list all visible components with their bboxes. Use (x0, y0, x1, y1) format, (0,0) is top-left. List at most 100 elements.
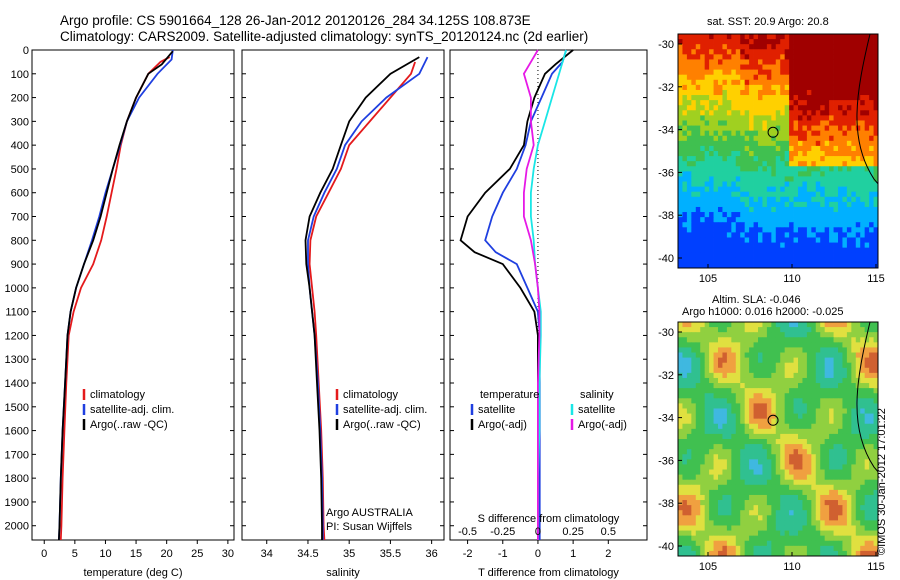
map-cell (838, 510, 843, 516)
map-cell (798, 484, 803, 491)
map-cell (855, 494, 861, 501)
map-cell (771, 242, 777, 249)
map-cell (829, 377, 834, 384)
map-cell (789, 433, 794, 440)
map-cell (771, 489, 777, 496)
map-cell (842, 120, 848, 126)
map-cell (842, 196, 848, 203)
map-cell (780, 428, 786, 435)
map-cell (718, 145, 723, 152)
map-cell (851, 227, 857, 233)
map-cell (815, 545, 821, 552)
map-cell (722, 140, 728, 147)
map-cell (753, 444, 759, 450)
map-cell (873, 54, 879, 60)
map-cell (704, 59, 710, 65)
map-cell (869, 79, 874, 86)
map-cell (762, 196, 768, 203)
map-cell (855, 140, 861, 147)
map-cell (838, 125, 843, 132)
map-cell (780, 64, 786, 71)
map-cell (709, 515, 714, 521)
map-cell (678, 494, 683, 501)
map-cell (744, 535, 750, 542)
map-cell (846, 337, 852, 343)
map-cell (678, 145, 683, 152)
map-cell (758, 171, 763, 177)
map-cell (846, 393, 852, 399)
map-cell (846, 145, 852, 152)
map-cell (780, 145, 786, 152)
map-cell (753, 120, 759, 126)
map-cell (820, 352, 826, 359)
map-cell (686, 206, 692, 213)
map-cell (726, 535, 732, 542)
map-cell (780, 242, 786, 249)
map-cell (842, 232, 848, 238)
map-cell (829, 140, 834, 147)
legend-label: satellite (578, 404, 615, 416)
map-cell (824, 242, 830, 249)
map-cell (704, 372, 710, 379)
map-cell (851, 545, 857, 552)
map-cell (824, 212, 830, 218)
map-cell (864, 54, 870, 60)
map-cell (855, 403, 861, 409)
map-cell (718, 181, 723, 188)
map-cell (678, 540, 683, 547)
map-cell (864, 474, 870, 481)
map-cell (864, 222, 870, 228)
map-cell (869, 377, 874, 384)
map-cell (846, 89, 852, 96)
map-cell (829, 59, 834, 65)
map-cell (851, 140, 857, 147)
map-cell (815, 550, 821, 557)
map-cell (860, 449, 866, 455)
map-cell (829, 89, 834, 96)
map-cell (718, 222, 723, 228)
map-cell (700, 217, 706, 223)
map-cell (873, 459, 879, 465)
map-cell (740, 510, 746, 516)
map-cell (838, 34, 843, 40)
map-cell (824, 201, 830, 208)
map-cell (758, 135, 763, 142)
map-cell (753, 367, 759, 374)
map-cell (829, 64, 834, 71)
map-cell (691, 115, 697, 121)
map-cell (846, 357, 852, 364)
map-cell (695, 377, 701, 384)
map-cell (798, 393, 803, 399)
map-cell (735, 79, 741, 86)
map-cell (722, 479, 728, 486)
map-cell (758, 525, 763, 531)
map-cell (846, 479, 852, 486)
map-cell (740, 372, 746, 379)
map-cell (735, 540, 741, 547)
map-cell (700, 505, 706, 511)
map-cell (838, 227, 843, 233)
map-cell (713, 342, 719, 348)
map-cell (766, 520, 772, 526)
map-cell (740, 530, 746, 537)
map-cell (709, 39, 714, 45)
map-cell (713, 237, 719, 243)
map-cell (678, 337, 683, 343)
map-cell (869, 505, 874, 511)
map-cell (700, 49, 706, 55)
map-cell (838, 464, 843, 470)
map-cell (820, 125, 826, 132)
map-cell (771, 367, 777, 374)
map-cell (829, 84, 834, 91)
map-cell (855, 212, 861, 218)
map-cell (700, 510, 706, 516)
map-cell (726, 79, 732, 86)
map-cell (811, 500, 817, 506)
map-cell (775, 530, 781, 537)
map-cell (758, 332, 763, 338)
map-cell (842, 479, 848, 486)
map-cell (740, 494, 746, 501)
annotation: Argo AUSTRALIA (326, 507, 413, 519)
map-cell (686, 120, 692, 126)
